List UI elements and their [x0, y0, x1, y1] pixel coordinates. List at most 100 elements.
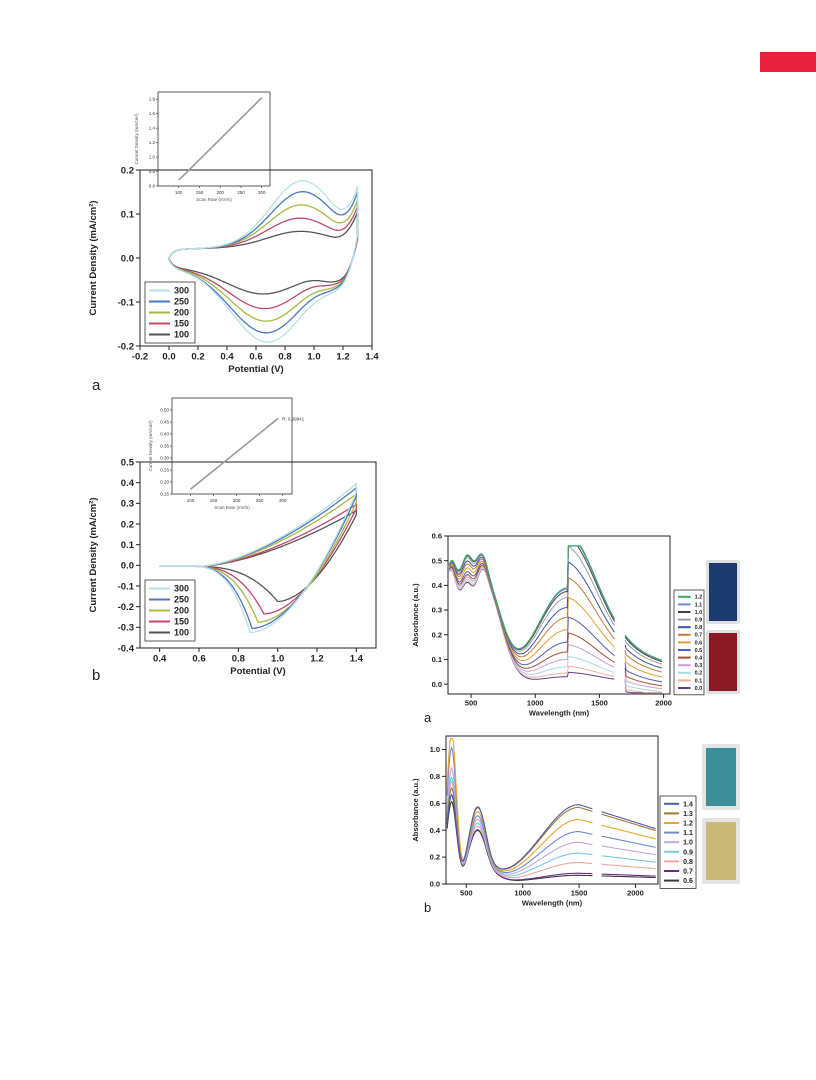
uv-a-curve-1.0 [448, 545, 616, 651]
uv-a-curve-tail-0.5 [624, 662, 663, 683]
inset-y-tick-label: 0.45 [160, 420, 169, 425]
y-tick-label: 0.2 [121, 519, 134, 530]
accent-tab [760, 52, 816, 72]
inset-y-tick-label: 0.25 [160, 468, 169, 473]
uv-b-curve-0.9 [446, 776, 593, 877]
inset-y-tick-label: 0.40 [160, 432, 169, 437]
x-tick-label: 1.2 [336, 352, 349, 363]
y-tick-label: 0.6 [432, 532, 442, 541]
inset-y-tick-label: 0.50 [160, 408, 169, 413]
inset-x-tick-label: 150 [210, 498, 218, 503]
inset-y-tick-label: 0.15 [160, 492, 169, 497]
uv-a-curve-0.2 [448, 566, 615, 675]
y-tick-label: -0.2 [118, 341, 134, 352]
x-tick-label: 0.2 [191, 352, 204, 363]
inset-x-tick-label: 250 [237, 190, 245, 195]
yellow-cuvette-photo [706, 822, 736, 880]
uv-a-curve-tail-0.3 [624, 671, 663, 690]
plot-frame [447, 535, 671, 695]
x-tick-label: -0.2 [132, 352, 148, 363]
cv-chart-a: -0.2 0.0 0.2 0.4 0.6 0.8 1.0 1.2 1.4 -0.2 -0.1 0.0 0… [88, 91, 379, 394]
inset-x-tick-label: 150 [196, 190, 204, 195]
legend-label-1.0: 1.0 [683, 840, 693, 847]
uv-b-curve-tail-1.1 [601, 835, 656, 848]
uv-a-curve-0.3 [448, 565, 615, 672]
inset-x-tick-label: 200 [216, 190, 224, 195]
inset-frame [157, 91, 271, 187]
legend-label-1.3: 1.3 [683, 811, 693, 818]
y-tick-label: 0.0 [432, 680, 442, 689]
inset-y-tick-label: 0.8 [149, 169, 156, 174]
uv-a-curve-1.2 [448, 545, 616, 650]
x-tick-label: 1.0 [271, 654, 284, 665]
y-tick-label: 0.4 [430, 826, 441, 835]
y-tick-label: 0.5 [121, 457, 135, 468]
uv-a-curve-0.1 [448, 568, 615, 678]
uv-b-curve-tail-1.3 [601, 813, 656, 832]
inset-x-tick-label: 250 [256, 498, 264, 503]
legend-label-1.0: 1.0 [695, 610, 703, 616]
uv-b-curve-tail-0.7 [601, 873, 656, 877]
legend-label-0.7: 0.7 [695, 633, 703, 639]
x-tick-label: 500 [460, 889, 473, 898]
inset-x-label: Scan Rate (mV/s) [196, 197, 232, 202]
inset-x-tick-label: 300 [279, 498, 287, 503]
y-tick-label: 0.4 [121, 478, 135, 489]
x-tick-label: 0.8 [232, 654, 245, 665]
y-tick-label: -0.1 [118, 297, 135, 308]
uv-b-curve-tail-1.0 [601, 845, 656, 856]
y-tick-label: 0.3 [432, 606, 442, 615]
y-tick-label: 1.0 [430, 745, 440, 754]
y-tick-label: 0.2 [430, 853, 440, 862]
x-axis-label: Wavelength (nm) [529, 708, 590, 717]
legend-label-1.2: 1.2 [683, 820, 693, 827]
panel-label-uv-b: b [424, 900, 431, 915]
uv-b-curve-tail-1.4 [601, 811, 656, 830]
uv-b-curve-tail-0.9 [601, 855, 656, 863]
x-tick-label: 1000 [514, 889, 531, 898]
teal-cuvette-photo [706, 748, 736, 806]
y-tick-label: -0.4 [118, 643, 135, 654]
x-tick-label: 2000 [655, 699, 672, 708]
y-tick-label: 0.5 [432, 556, 442, 565]
inset-y-tick-label: 1.6 [149, 111, 156, 116]
legend-label-0.8: 0.8 [695, 625, 703, 631]
inset-y-tick-label: 0.20 [160, 480, 169, 485]
y-tick-label: 0.2 [121, 165, 134, 176]
uv-a-curve-0.4 [448, 564, 615, 669]
uv-b-curve-tail-0.8 [601, 863, 656, 870]
y-tick-label: 0.4 [432, 581, 443, 590]
legend-label-0.2: 0.2 [695, 671, 703, 677]
x-tick-label: 1.4 [350, 654, 364, 665]
legend-label-0.3: 0.3 [695, 663, 703, 669]
uv-b-curve-1.4 [446, 793, 593, 870]
x-axis-label: Wavelength (nm) [522, 898, 583, 907]
legend-label-0.6: 0.6 [683, 878, 693, 885]
y-tick-label: 0.0 [430, 880, 440, 889]
inset-y-tick-label: 1.0 [149, 155, 156, 160]
x-tick-label: 0.4 [220, 352, 234, 363]
uv-a-curve-tail-0.7 [624, 649, 663, 673]
uv-a-curve-0.6 [448, 560, 615, 662]
legend-label-0.9: 0.9 [695, 618, 703, 624]
inset-y-label: Current Density (mA/cm²) [134, 113, 139, 165]
y-tick-label: -0.2 [118, 602, 134, 613]
inset-fit-line [189, 417, 279, 490]
x-tick-label: 1500 [591, 699, 608, 708]
x-tick-label: 1000 [527, 699, 544, 708]
cv-a-curve-300 [168, 180, 359, 343]
x-tick-label: 1.4 [365, 352, 379, 363]
y-axis-label: Current Density (mA/cm²) [88, 200, 99, 315]
x-tick-label: 0.6 [192, 654, 205, 665]
inset-x-tick-label: 300 [258, 190, 266, 195]
legend-label-0.1: 0.1 [695, 678, 703, 684]
inset-fit-line [178, 97, 263, 181]
legend-label-0.7: 0.7 [683, 868, 693, 875]
red-cuvette-photo [709, 633, 737, 691]
legend-label-0.9: 0.9 [683, 849, 693, 856]
uv-b-curve-0.8 [446, 780, 593, 879]
inset-y-label: Current Density (mA/cm²) [148, 420, 153, 472]
legend-label-100: 100 [174, 330, 189, 340]
blue-cuvette-photo [709, 563, 737, 621]
